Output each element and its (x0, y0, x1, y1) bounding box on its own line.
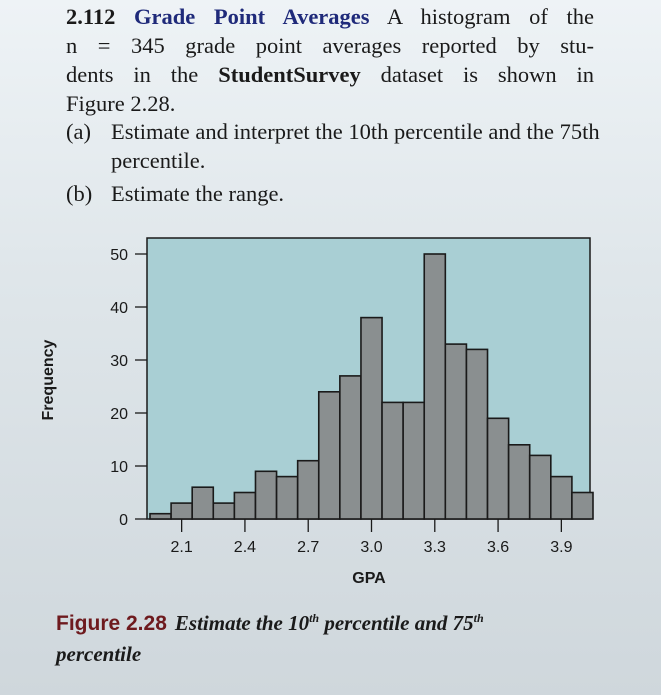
x-tick-label: 2.1 (171, 539, 193, 556)
histogram-bar (423, 253, 447, 520)
problem-line-2: n = 345 grade point averages reported by… (66, 33, 594, 58)
part-label: (b) (66, 181, 93, 206)
part-text: Estimate the range. (111, 181, 285, 206)
histogram-bar (528, 454, 552, 520)
histogram-bar (465, 348, 489, 520)
histogram-bar (444, 343, 468, 520)
y-tick-label: 50 (110, 247, 128, 264)
y-tick-label: 20 (110, 406, 128, 423)
histogram-bar (381, 401, 404, 520)
problem-text: dataset is shown in (380, 62, 595, 87)
histogram-bar (317, 390, 341, 520)
problem-text: A histogram of the (386, 4, 594, 29)
y-tick-label: 10 (110, 459, 128, 476)
x-tick-label: 2.4 (234, 539, 256, 556)
histogram-bar (507, 443, 531, 520)
histogram-bar (212, 502, 236, 520)
x-tick-label: 3.6 (487, 539, 509, 556)
x-tick-label: 3.0 (360, 539, 382, 556)
y-tick-label: 0 (119, 512, 128, 529)
histogram-bar (254, 470, 278, 520)
problem-statement: 2.112 Grade Point Averages A histogram o… (66, 2, 594, 118)
part-text: Estimate and interpret the 10th percenti… (111, 119, 600, 173)
part-b: (b) Estimate the range. (66, 179, 606, 208)
figure-label: Figure 2.28 (56, 612, 167, 635)
histogram-bar (149, 512, 172, 520)
problem-text: dents in the (66, 62, 199, 87)
histogram-bar (170, 502, 193, 520)
part-label: (a) (66, 119, 91, 144)
x-tick-label: 3.9 (550, 539, 572, 556)
histogram-bar (275, 475, 299, 520)
y-tick-label: 40 (110, 300, 128, 317)
plot-area (146, 237, 591, 520)
caption-text: Estimate the 10th percentile and 75th pe… (56, 611, 484, 666)
dataset-name: StudentSurvey (218, 62, 361, 87)
problem-number: 2.112 (66, 4, 116, 29)
problem-title: Grade Point Averages (134, 4, 370, 29)
figure-caption: Figure 2.28 Estimate the 10th percentile … (56, 603, 576, 669)
part-a: (a) Estimate and interpret the 10th perc… (66, 117, 606, 175)
x-tick-label: 3.3 (424, 539, 446, 556)
y-axis-label: Frequency (40, 339, 57, 421)
y-tick-label: 30 (110, 353, 128, 370)
histogram-bar (360, 316, 383, 520)
histogram-bar (233, 491, 257, 520)
problem-line-4: Figure 2.28. (66, 91, 176, 116)
histogram-bar (339, 375, 362, 520)
histogram-bar (191, 486, 215, 520)
histogram-bar (402, 401, 426, 520)
x-tick-label: 2.7 (297, 539, 319, 556)
problem-line-1: 2.112 Grade Point Averages A histogram o… (66, 2, 594, 31)
histogram-bar (550, 475, 573, 520)
x-axis-label: GPA (352, 570, 386, 587)
problem-line-3: dents in the StudentSurvey dataset is sh… (66, 60, 594, 89)
histogram-bar (296, 459, 320, 520)
problem-parts: (a) Estimate and interpret the 10th perc… (66, 117, 606, 208)
histogram-bar (571, 491, 594, 520)
histogram-bar (486, 417, 510, 520)
